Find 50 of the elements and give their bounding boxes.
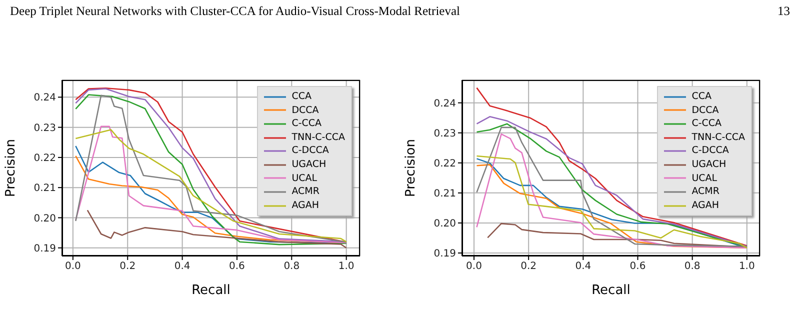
x-tick-label: 0.4 [174,261,190,272]
x-tick-label: 0.2 [120,261,136,272]
y-tick-label: 0.19 [34,243,56,254]
text: Deep Triplet Neural Networks with Cluster-CCA for Audio-Visual Cross-Modal Retrieval [10,4,460,19]
legend-label: ACMR [692,185,720,199]
y-tick-label: 0.24 [34,92,56,104]
y-tick-label: 0.22 [434,158,456,170]
x-tick-label: 0.6 [229,261,245,272]
legend-label: UCAL [692,172,718,186]
y-tick-label: 0.19 [434,248,456,260]
y-tick-label: 0.23 [34,122,56,134]
legend-label: C-DCCA [692,144,729,158]
legend-label: TNN-C-CCA [292,130,345,144]
legend-label: TNN-C-CCA [692,130,745,144]
x-tick-label: 0.0 [466,261,482,272]
y-tick-label: 0.22 [34,153,56,164]
legend-label: C-CCA [692,117,722,131]
legend-label: DCCA [692,104,719,118]
x-tick-label: 0.6 [630,261,646,272]
legend-label: CCA [692,90,712,104]
y-tick-label: 0.20 [34,213,56,224]
x-tick-label: 0.8 [284,261,300,272]
line-series [86,210,347,249]
text: 13 [778,4,790,19]
legend-label: CCA [292,90,312,104]
y-tick-label: 0.21 [34,183,56,194]
legend-label: UCAL [292,172,318,186]
legend-label: ACMR [292,185,320,199]
legend-label: UGACH [692,158,726,172]
x-tick-label: 0.8 [684,261,700,272]
legend-label: AGAH [292,198,320,212]
legend-label: AGAH [692,198,720,212]
y-axis-title: Precision [4,138,19,198]
y-tick-label: 0.20 [434,218,456,230]
x-tick-label: 0.4 [575,261,592,272]
legend-label: UGACH [292,158,326,172]
legend-label: C-DCCA [292,144,329,158]
x-tick-label: 0.0 [64,261,81,272]
y-tick-label: 0.23 [434,128,456,140]
y-axis-title: Precision [404,138,419,198]
x-tick-label: 0.2 [520,261,537,272]
line-series [476,87,748,246]
x-tick-label: 1.0 [338,261,354,272]
legend-label: C-CCA [292,117,322,131]
y-tick-label: 0.24 [434,98,456,110]
x-axis-title: Recall [192,283,230,298]
legend-label: DCCA [292,104,319,118]
y-tick-label: 0.21 [434,188,456,200]
x-axis-title: Recall [592,283,630,298]
x-tick-label: 1.0 [738,261,755,272]
